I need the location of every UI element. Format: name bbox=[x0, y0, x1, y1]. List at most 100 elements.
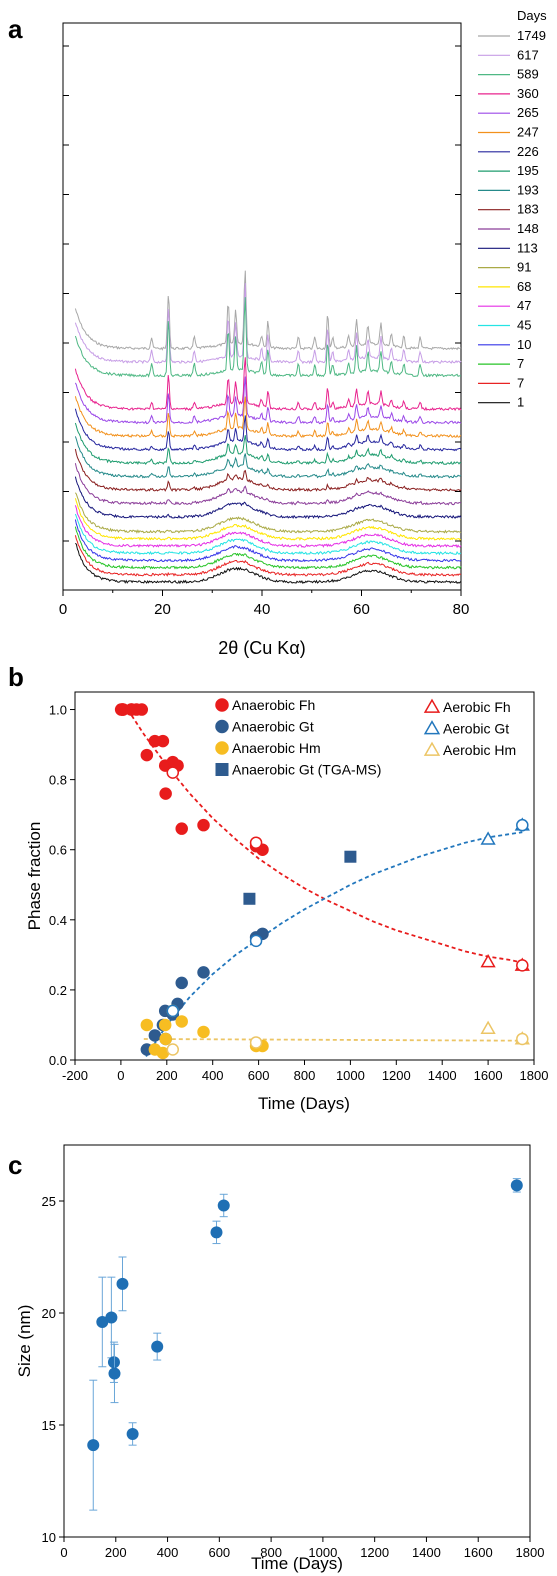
phase-x-axis-title: Time (Days) bbox=[258, 1094, 350, 1113]
size-chart: 0 200 400 600 800 1000 1200 1400 1600 1800 10 15 20 2… bbox=[15, 1144, 545, 1573]
xrd-legend-label: 148 bbox=[517, 221, 539, 236]
phase-point bbox=[140, 1018, 154, 1032]
xrd-legend-label: 1 bbox=[517, 395, 524, 410]
phase-point bbox=[480, 831, 496, 845]
size-y-tick-label: 25 bbox=[42, 1194, 56, 1209]
phase-open-point bbox=[166, 766, 180, 779]
xrd-legend-label: 47 bbox=[517, 298, 531, 313]
xrd-trace-day-148 bbox=[74, 463, 461, 506]
xrd-trace-day-617 bbox=[74, 283, 462, 365]
xrd-legend: 1749 617 589 360 265 247 226 195 193 183 148 113 91 6… bbox=[478, 28, 546, 410]
phase-axes: -200 0 200 400 600 800 1000 1200 1400 1600 1800 0.0… bbox=[49, 703, 549, 1083]
phase-open-point bbox=[516, 959, 529, 972]
xrd-legend-label: 226 bbox=[517, 144, 539, 159]
panel-label-a: a bbox=[8, 14, 23, 44]
phase-open-point bbox=[516, 818, 529, 832]
xrd-trace-day-360 bbox=[74, 357, 462, 412]
phase-x-tick-label: 1400 bbox=[428, 1068, 457, 1083]
size-point bbox=[87, 1439, 100, 1452]
size-x-tick-label: 600 bbox=[208, 1545, 230, 1560]
phase-fits bbox=[127, 709, 523, 1057]
xrd-legend-label: 247 bbox=[517, 125, 539, 140]
size-y-tick-label: 20 bbox=[42, 1306, 56, 1321]
phase-legend-marker bbox=[215, 698, 229, 712]
xrd-trace-day-7 bbox=[74, 535, 461, 578]
xrd-trace-day-589 bbox=[74, 297, 462, 378]
size-y-tick-label: 15 bbox=[42, 1418, 56, 1433]
phase-point bbox=[175, 976, 188, 990]
phase-open-point bbox=[516, 1032, 529, 1046]
size-x-tick-label: 200 bbox=[105, 1545, 127, 1560]
size-plot-frame bbox=[63, 1144, 531, 1538]
phase-legend: Anaerobic Fh Anaerobic Gt Anaerobic Hm Anae… bbox=[215, 697, 516, 778]
xrd-trace-day-10 bbox=[74, 519, 462, 563]
phase-x-tick-label: 800 bbox=[294, 1068, 316, 1083]
phase-legend-label: Aerobic Fh bbox=[443, 699, 511, 715]
xrd-legend-label: 265 bbox=[517, 105, 539, 120]
xrd-legend-label: 195 bbox=[517, 163, 539, 178]
xrd-legend-label: 360 bbox=[517, 86, 539, 101]
phase-open-point bbox=[249, 1036, 263, 1049]
phase-legend-label: Anaerobic Hm bbox=[232, 740, 321, 756]
xrd-x-axis-title: 2θ (Cu Kα) bbox=[218, 638, 305, 658]
size-x-tick-label: 800 bbox=[260, 1545, 282, 1560]
phase-legend-label: Anaerobic Gt bbox=[232, 719, 314, 735]
xrd-trace-day-91 bbox=[74, 492, 462, 534]
xrd-legend-label: 617 bbox=[517, 47, 539, 62]
size-x-tick-label: 1000 bbox=[308, 1545, 337, 1560]
size-point bbox=[217, 1199, 230, 1212]
phase-point bbox=[197, 966, 210, 979]
xrd-trace-day-7 bbox=[74, 526, 462, 570]
phase-x-tick-label: 600 bbox=[248, 1068, 270, 1083]
xrd-x-axis: 0 20 40 60 80 bbox=[59, 590, 470, 618]
xrd-left-ticks bbox=[63, 45, 461, 542]
phase-x-tick-label: -200 bbox=[62, 1068, 88, 1083]
phase-x-tick-label: 0 bbox=[117, 1068, 124, 1083]
xrd-legend-label: 7 bbox=[517, 356, 524, 371]
phase-legend-label: Anaerobic Fh bbox=[232, 697, 315, 713]
phase-y-axis-title: Phase fraction bbox=[25, 822, 44, 931]
xrd-legend-label: 91 bbox=[517, 260, 531, 275]
xrd-plot-frame bbox=[62, 22, 462, 591]
xrd-legend-label: 183 bbox=[517, 202, 539, 217]
xrd-legend-label: 1749 bbox=[517, 28, 546, 43]
phase-point bbox=[148, 1029, 162, 1042]
phase-point bbox=[243, 892, 256, 905]
phase-legend-label: Aerobic Gt bbox=[443, 721, 509, 737]
xrd-trace-day-113 bbox=[74, 476, 462, 520]
xrd-x-tick-label: 0 bbox=[59, 601, 67, 618]
phase-fit-line-1 bbox=[145, 831, 523, 1057]
xrd-legend-label: 10 bbox=[517, 337, 531, 352]
xrd-legend-label: 68 bbox=[517, 279, 531, 294]
xrd-legend-label: 7 bbox=[517, 375, 524, 390]
phase-y-tick-label: 0.4 bbox=[49, 913, 67, 928]
phase-y-tick-label: 0.6 bbox=[49, 843, 67, 858]
phase-point bbox=[197, 818, 210, 832]
phase-open-point bbox=[249, 836, 263, 849]
size-point bbox=[510, 1179, 523, 1192]
phase-point bbox=[140, 748, 154, 762]
xrd-trace-day-195 bbox=[74, 422, 462, 466]
xrd-x-tick-label: 80 bbox=[453, 601, 470, 618]
xrd-legend-label: 113 bbox=[517, 240, 538, 255]
xrd-trace-day-1749 bbox=[74, 270, 462, 351]
phase-x-tick-label: 200 bbox=[156, 1068, 178, 1083]
xrd-x-tick-label: 40 bbox=[254, 601, 271, 618]
xrd-trace-day-226 bbox=[74, 408, 462, 452]
xrd-x-tick-label: 60 bbox=[353, 601, 370, 618]
xrd-trace-day-68 bbox=[74, 498, 462, 541]
size-y-tick-label: 10 bbox=[42, 1530, 56, 1545]
panel-label-b: b bbox=[8, 662, 24, 692]
panel-label-c: c bbox=[8, 1150, 22, 1180]
phase-legend-marker bbox=[215, 741, 229, 755]
size-axes: 0 200 400 600 800 1000 1200 1400 1600 1800 10 15 20 2… bbox=[42, 1194, 545, 1560]
phase-x-tick-label: 400 bbox=[202, 1068, 224, 1083]
phase-point bbox=[344, 850, 357, 863]
xrd-trace-day-45 bbox=[74, 513, 462, 556]
size-x-tick-label: 1800 bbox=[516, 1545, 545, 1560]
phase-legend-marker bbox=[423, 720, 441, 735]
size-point bbox=[126, 1427, 139, 1440]
phase-fit-line-0 bbox=[127, 709, 523, 964]
xrd-traces bbox=[74, 270, 462, 585]
phase-legend-marker bbox=[423, 741, 441, 756]
